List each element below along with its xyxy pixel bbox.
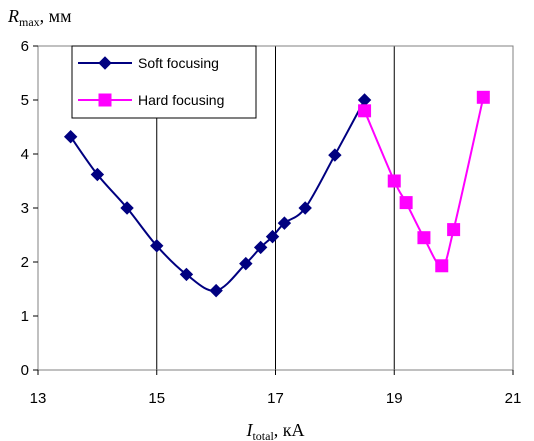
series-line [69,99,366,292]
y-axis-label: Rmax, мм [7,6,71,29]
x-tick-label: 13 [30,390,47,407]
data-point [277,216,292,230]
y-axis-label-symbol: R [7,6,19,26]
series-hard-focusing [358,90,490,273]
x-tick-label: 21 [505,390,522,407]
data-point [209,283,223,298]
x-axis-label-unit: , кА [274,420,305,440]
y-tick-label: 2 [21,254,29,271]
y-tick-label: 0 [21,362,29,379]
data-point [63,130,78,144]
y-axis-label-subscript: max [19,15,40,29]
tick-layer: 0 1 2 3 4 5 6 13 15 17 19 21 [21,38,522,407]
data-point [150,239,164,253]
legend-marker [98,93,112,107]
data-point [90,167,105,182]
data-point [417,231,431,245]
legend-label: Soft focusing [138,55,219,71]
data-point [328,148,342,162]
y-axis-label-unit: , мм [40,6,72,26]
legend-marker [98,56,112,70]
y-tick-label: 3 [21,200,29,217]
data-point [120,201,134,215]
data-point [179,267,194,282]
data-point [447,223,461,237]
data-point [265,229,280,244]
x-axis-label-subscript: total [252,429,274,441]
legend-entry: Soft focusing [78,55,219,71]
x-axis-label: Itotal, кА [245,420,304,441]
data-point [399,196,413,210]
data-point [387,174,401,188]
x-tick-label: 15 [148,390,165,407]
series-layer [63,90,490,298]
data-point [357,93,372,107]
data-point [358,104,372,118]
legend-entry: Hard focusing [78,92,224,108]
data-point [239,256,253,271]
legend: Soft focusing Hard focusing [71,45,257,119]
data-point [435,259,449,273]
y-tick-label: 4 [21,146,29,163]
y-tick-label: 5 [21,92,29,109]
legend-label: Hard focusing [138,92,224,108]
data-point [298,201,312,215]
y-tick-label: 1 [21,308,29,325]
x-tick-label: 19 [386,390,403,407]
axis-labels: Rmax, мм Itotal, кА [7,6,305,441]
x-tick-label: 17 [267,390,284,407]
data-point [253,240,268,255]
x-axis-label-symbol: I [245,420,253,440]
series-soft-focusing [63,93,372,298]
data-point [476,90,490,104]
y-tick-label: 6 [21,38,29,55]
